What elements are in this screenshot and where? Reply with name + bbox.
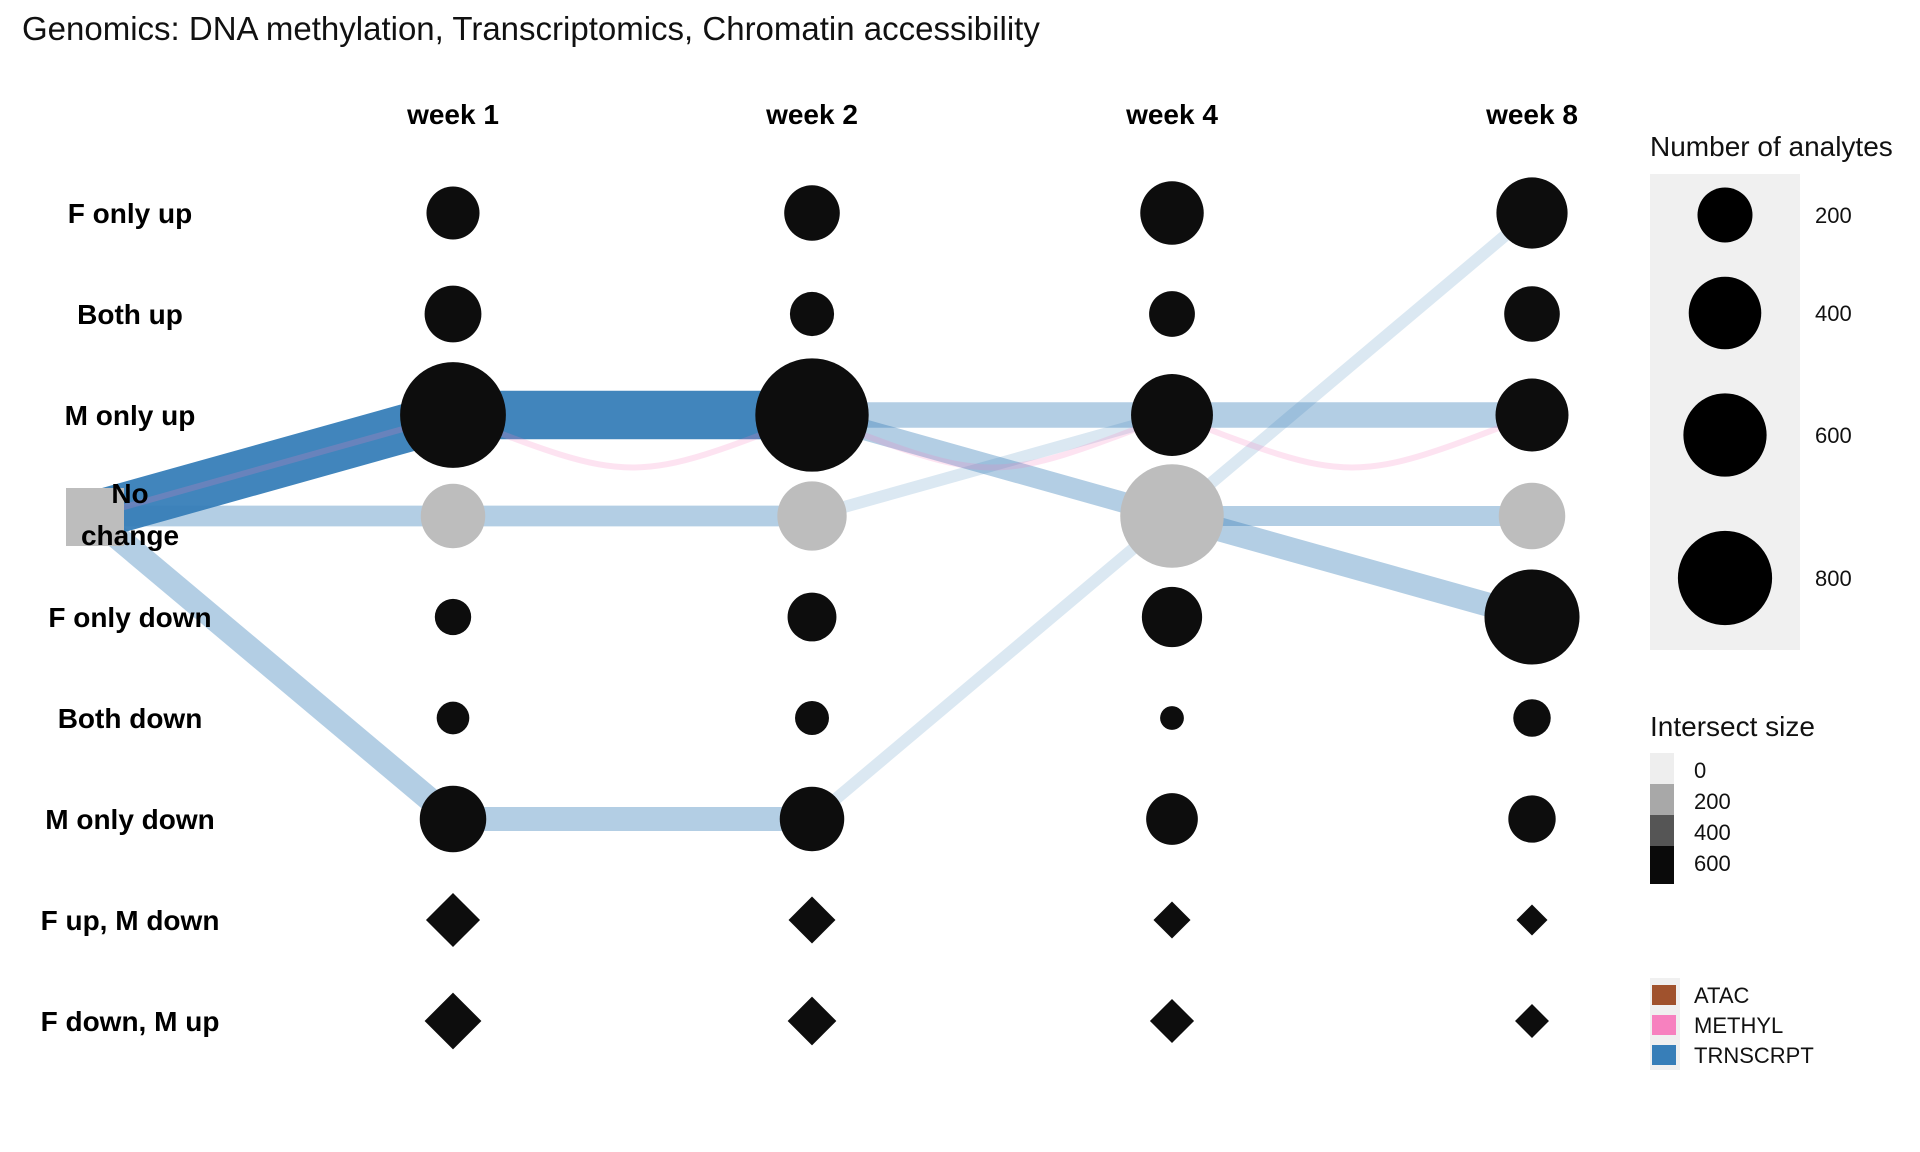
flow-trnscrpt-4 bbox=[84, 506, 461, 829]
intersect-legend-title: Intersect size bbox=[1650, 711, 1815, 742]
node-both-down-week-1 bbox=[436, 701, 470, 735]
column-label-week-2: week 2 bbox=[765, 99, 858, 130]
node-f-up-m-down-week-4 bbox=[1153, 901, 1191, 939]
node-m-only-down-week-8 bbox=[1508, 795, 1556, 843]
row-label-both-down: Both down bbox=[58, 703, 203, 734]
series-legend-label-methyl: METHYL bbox=[1694, 1013, 1783, 1038]
size-legend-dot-800 bbox=[1677, 530, 1773, 626]
size-legend-label-200: 200 bbox=[1815, 203, 1852, 228]
node-both-up-week-1 bbox=[424, 285, 482, 343]
node-f-only-up-week-4 bbox=[1140, 181, 1204, 245]
intersect-legend-label-200: 200 bbox=[1694, 789, 1731, 814]
column-label-week-8: week 8 bbox=[1485, 99, 1578, 130]
intersect-legend-swatch-400 bbox=[1650, 815, 1674, 846]
flow-trnscrpt-9 bbox=[1168, 504, 1536, 629]
row-label-f-up-m-down: F up, M down bbox=[41, 905, 220, 936]
node-f-only-up-week-8 bbox=[1496, 177, 1568, 249]
size-legend-dot-400 bbox=[1688, 276, 1762, 350]
intersect-legend-label-0: 0 bbox=[1694, 758, 1706, 783]
node-m-only-up-week-4 bbox=[1131, 374, 1213, 456]
flow-methyl-14 bbox=[91, 412, 454, 519]
row-label-no-change-line2: change bbox=[81, 520, 179, 551]
node-both-down-week-4 bbox=[1160, 706, 1184, 730]
row-label-m-only-down: M only down bbox=[45, 804, 215, 835]
row-label-f-only-down: F only down bbox=[48, 602, 211, 633]
intersect-legend-swatch-600 bbox=[1650, 846, 1674, 884]
flow-trnscrpt-13 bbox=[1168, 208, 1536, 521]
node-f-up-m-down-week-2 bbox=[788, 896, 836, 944]
node-m-only-down-week-4 bbox=[1146, 793, 1198, 845]
node-f-only-down-week-2 bbox=[787, 592, 837, 642]
flow-trnscrpt-8 bbox=[809, 404, 1175, 527]
series-legend: ATAC METHYL TRNSCRPT bbox=[1650, 978, 1814, 1070]
series-legend-label-atac: ATAC bbox=[1694, 983, 1750, 1008]
row-label-f-down-m-up: F down, M up bbox=[41, 1006, 220, 1037]
intersect-size-legend: Intersect size 0 200 400 600 bbox=[1650, 711, 1815, 884]
node-no-change-week-1 bbox=[420, 483, 486, 549]
node-f-down-m-up-week-4 bbox=[1149, 998, 1195, 1044]
node-f-up-m-down-week-1 bbox=[425, 892, 481, 948]
flow-methyl-15 bbox=[451, 412, 814, 471]
node-f-only-up-week-1 bbox=[426, 186, 480, 240]
node-m-only-up-week-8 bbox=[1495, 378, 1569, 452]
size-legend-dot-600 bbox=[1683, 393, 1767, 477]
node-f-down-m-up-week-8 bbox=[1515, 1004, 1549, 1038]
start-node-no-change bbox=[66, 488, 124, 546]
node-f-down-m-up-week-1 bbox=[424, 992, 482, 1050]
intersect-legend-label-600: 600 bbox=[1694, 851, 1731, 876]
node-f-only-down-week-1 bbox=[434, 598, 472, 636]
node-both-up-week-4 bbox=[1149, 291, 1195, 337]
chart-title: Genomics: DNA methylation, Transcriptomi… bbox=[22, 10, 1040, 47]
intersect-legend-swatch-200 bbox=[1650, 784, 1674, 815]
node-m-only-up-week-2 bbox=[755, 358, 869, 472]
column-label-week-4: week 4 bbox=[1125, 99, 1218, 130]
size-legend: Number of analytes 200 400 600 800 bbox=[1650, 131, 1893, 650]
series-legend-swatch-trnscrpt bbox=[1652, 1045, 1676, 1065]
series-legend-swatch-atac bbox=[1652, 985, 1676, 1005]
size-legend-label-800: 800 bbox=[1815, 566, 1852, 591]
node-f-only-down-week-8 bbox=[1484, 569, 1580, 665]
row-label-f-only-up: F only up bbox=[68, 198, 192, 229]
flow-methyl-16 bbox=[810, 412, 1174, 471]
nodes-layer bbox=[66, 177, 1580, 1050]
size-legend-label-600: 600 bbox=[1815, 423, 1852, 448]
node-both-up-week-8 bbox=[1504, 286, 1560, 342]
node-no-change-week-8 bbox=[1498, 482, 1566, 550]
flow-trnscrpt-11 bbox=[810, 409, 1174, 522]
flow-trnscrpt-12 bbox=[808, 511, 1176, 824]
node-f-up-m-down-week-8 bbox=[1516, 904, 1548, 936]
labels-layer: week 1 week 2 week 4 week 8 F only up Both up… bbox=[41, 99, 1578, 1037]
row-label-m-only-up: M only up bbox=[65, 400, 196, 431]
series-legend-label-trnscrpt: TRNSCRPT bbox=[1694, 1043, 1814, 1068]
node-f-only-up-week-2 bbox=[784, 185, 840, 241]
node-m-only-down-week-2 bbox=[779, 786, 845, 852]
node-f-only-down-week-4 bbox=[1141, 586, 1203, 648]
row-label-both-up: Both up bbox=[77, 299, 183, 330]
flows-layer bbox=[84, 208, 1536, 832]
node-both-down-week-2 bbox=[795, 701, 829, 735]
node-f-down-m-up-week-2 bbox=[787, 996, 837, 1046]
size-legend-label-400: 400 bbox=[1815, 301, 1852, 326]
series-legend-swatch-methyl bbox=[1652, 1015, 1676, 1035]
size-legend-dot-200 bbox=[1697, 187, 1753, 243]
node-no-change-week-4 bbox=[1120, 464, 1224, 568]
node-no-change-week-2 bbox=[777, 481, 847, 551]
node-both-up-week-2 bbox=[789, 291, 835, 337]
size-legend-title: Number of analytes bbox=[1650, 131, 1893, 162]
node-both-down-week-8 bbox=[1513, 699, 1551, 737]
intersect-legend-label-400: 400 bbox=[1694, 820, 1731, 845]
node-m-only-down-week-1 bbox=[419, 785, 487, 853]
row-label-no-change-line1: No bbox=[111, 478, 148, 509]
node-m-only-up-week-1 bbox=[400, 362, 506, 468]
column-label-week-1: week 1 bbox=[406, 99, 499, 130]
intersect-legend-swatch-0 bbox=[1650, 753, 1674, 784]
flow-methyl-17 bbox=[1170, 412, 1534, 471]
flow-trnscrpt-0 bbox=[85, 391, 460, 540]
